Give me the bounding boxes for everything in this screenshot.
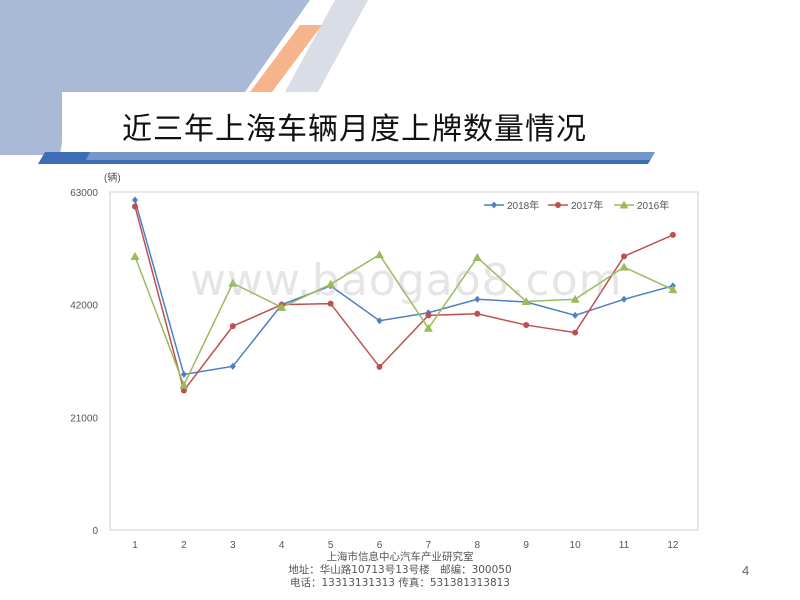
- x-tick-label: 5: [328, 540, 334, 551]
- data-point-marker: [277, 302, 287, 311]
- data-point-marker: [326, 279, 336, 288]
- y-tick-label: 0: [92, 526, 98, 537]
- data-point-marker: [621, 295, 627, 303]
- legend-label: 2018年: [507, 199, 539, 212]
- data-point-marker: [327, 300, 334, 307]
- x-tick-label: 3: [230, 540, 236, 551]
- footer-line-organization: 上海市信息中心汽车产业研究室: [326, 551, 474, 563]
- x-tick-label: 4: [279, 540, 285, 551]
- data-point-marker: [425, 312, 432, 319]
- y-tick-label: 42000: [70, 301, 98, 312]
- series-line: [134, 199, 674, 376]
- data-point-marker: [555, 202, 561, 208]
- data-point-marker: [621, 253, 627, 260]
- background-orange-stripe: [250, 25, 322, 92]
- data-point-marker: [570, 294, 580, 303]
- slide-title: 近三年上海车辆月度上牌数量情况: [122, 112, 587, 147]
- x-tick-label: 10: [570, 540, 582, 551]
- data-point-marker: [376, 363, 383, 370]
- footer: 上海市信息中心汽车产业研究室 地址：华山路10713号13号楼 邮编：30005…: [250, 551, 550, 590]
- data-point-marker: [179, 380, 189, 389]
- data-point-marker: [229, 323, 236, 330]
- data-point-marker: [491, 201, 497, 209]
- data-point-marker: [229, 362, 236, 370]
- footer-line-address: 地址：华山路10713号13号楼 邮编：300050: [288, 564, 512, 576]
- plot-area-frame: [109, 191, 699, 531]
- title-underline-highlight: [86, 152, 655, 160]
- data-point-marker: [472, 252, 482, 261]
- series-line: [134, 253, 674, 388]
- data-point-marker: [180, 387, 187, 394]
- y-axis-unit: (辆): [104, 171, 121, 184]
- data-point-marker: [375, 250, 384, 259]
- data-point-marker: [474, 295, 481, 303]
- legend-label: 2017年: [571, 199, 603, 212]
- data-point-marker: [619, 200, 629, 209]
- background-blue-shape: [0, 0, 310, 155]
- footer-line-contact: 电话：13313131313 传真：531381313813: [290, 577, 510, 589]
- y-tick-label: 21000: [70, 413, 98, 424]
- x-tick-label: 12: [667, 540, 679, 551]
- content-panel: [62, 92, 800, 600]
- data-point-marker: [521, 296, 531, 305]
- y-tick-label: 63000: [70, 188, 98, 199]
- data-point-marker: [180, 370, 187, 378]
- page-number: 4: [742, 563, 750, 578]
- data-point-marker: [668, 285, 678, 294]
- data-point-marker: [423, 323, 433, 332]
- x-tick-label: 9: [523, 540, 529, 551]
- data-point-marker: [619, 262, 629, 271]
- data-point-marker: [474, 310, 481, 317]
- data-point-marker: [130, 251, 140, 260]
- data-point-marker: [523, 322, 530, 329]
- data-point-marker: [572, 329, 579, 336]
- data-point-marker: [669, 231, 676, 238]
- x-tick-label: 2: [181, 540, 187, 551]
- data-point-marker: [572, 311, 579, 319]
- data-point-marker: [376, 317, 383, 325]
- x-tick-label: 8: [475, 540, 481, 551]
- data-point-marker: [228, 278, 238, 287]
- data-point-marker: [132, 196, 138, 204]
- data-point-marker: [132, 203, 138, 210]
- x-tick-label: 11: [619, 540, 630, 551]
- x-tick-label: 6: [377, 540, 383, 551]
- x-tick-label: 7: [426, 540, 432, 551]
- watermark: www.baogao8.com: [190, 255, 623, 306]
- legend-label: 2016年: [637, 199, 669, 212]
- x-tick-label: 1: [132, 540, 138, 551]
- series-line: [134, 206, 674, 393]
- background-gray-stripe: [285, 0, 368, 92]
